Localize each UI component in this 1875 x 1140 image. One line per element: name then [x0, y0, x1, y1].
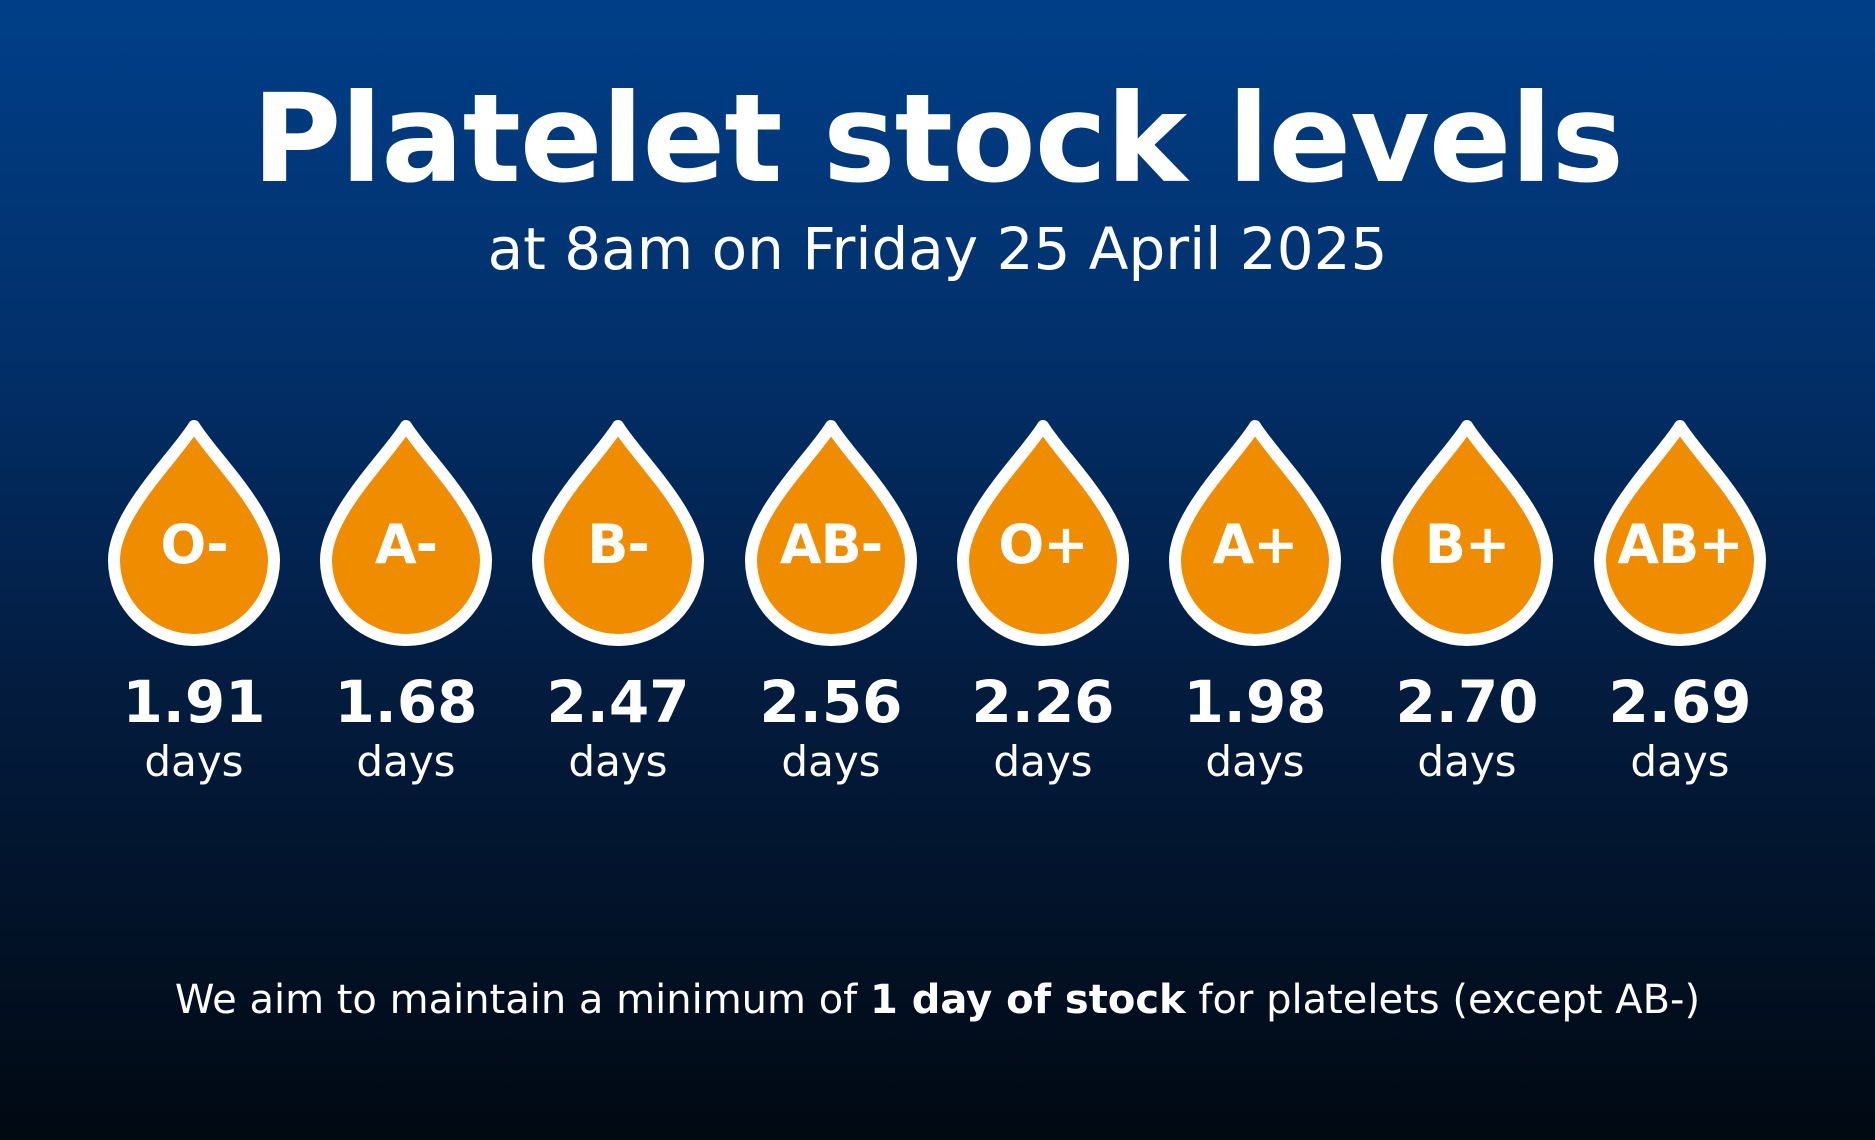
blood-group-item: A- 1.68 days: [308, 418, 508, 808]
page-subtitle: at 8am on Friday 25 April 2025: [487, 215, 1388, 283]
stock-value: 2.70: [1395, 668, 1539, 736]
stock-value: 1.98: [1183, 668, 1327, 736]
footnote: We aim to maintain a minimum of 1 day of…: [0, 978, 1875, 1022]
blood-drop-icon: [1594, 420, 1766, 646]
stock-value: 1.68: [334, 668, 478, 736]
footnote-emphasis: 1 day of stock: [869, 977, 1186, 1023]
blood-drop-icon: [320, 420, 492, 646]
blood-group-label: B-: [587, 513, 650, 576]
blood-group-item: O+ 2.26 days: [945, 418, 1145, 808]
blood-group-label: O+: [998, 513, 1088, 576]
blood-group-label: B+: [1424, 513, 1510, 576]
blood-group-label: AB-: [779, 513, 883, 576]
blood-group-item: A+ 1.98 days: [1157, 418, 1357, 808]
footnote-text-before: We aim to maintain a minimum of: [174, 977, 870, 1023]
blood-drop-icon: [957, 420, 1129, 646]
blood-group-list: O- 1.91 days A- 1.68 days B- 2.47 days A…: [0, 418, 1875, 808]
blood-group-label: A+: [1212, 513, 1298, 576]
blood-drop-icon: [1381, 420, 1553, 646]
blood-group-item: B- 2.47 days: [520, 418, 720, 808]
blood-group-item: B+ 2.70 days: [1369, 418, 1569, 808]
stock-unit: days: [781, 737, 881, 786]
stock-value: 2.56: [759, 668, 903, 736]
stock-unit: days: [356, 737, 456, 786]
stock-unit: days: [993, 737, 1093, 786]
blood-group-item: AB+ 2.69 days: [1582, 418, 1782, 808]
stock-value: 2.47: [546, 668, 690, 736]
blood-group-item: O- 1.91 days: [96, 418, 296, 808]
stock-value: 2.69: [1608, 668, 1752, 736]
stock-value: 2.26: [971, 668, 1115, 736]
footnote-text-after: for platelets (except AB-): [1185, 977, 1701, 1023]
stock-value: 1.91: [122, 668, 266, 736]
stock-unit: days: [1417, 737, 1517, 786]
blood-group-item: AB- 2.56 days: [733, 418, 933, 808]
blood-drop-icon: [745, 420, 917, 646]
blood-group-label: AB+: [1617, 513, 1743, 576]
stock-unit: days: [568, 737, 668, 786]
stock-unit: days: [1205, 737, 1305, 786]
stock-unit: days: [1630, 737, 1730, 786]
blood-drop-icon: [532, 420, 704, 646]
blood-group-label: A-: [374, 513, 438, 576]
stock-unit: days: [144, 737, 244, 786]
blood-drop-icon: [108, 420, 280, 646]
blood-drop-icon: [1169, 420, 1341, 646]
blood-group-label: O-: [160, 513, 228, 576]
page-title: Platelet stock levels: [252, 68, 1624, 210]
